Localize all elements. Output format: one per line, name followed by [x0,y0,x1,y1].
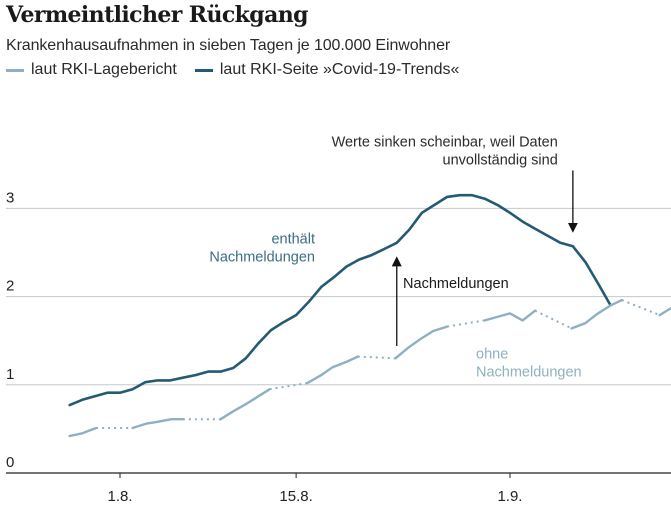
series-lagebericht-gap-segment [446,319,485,328]
legend-item-trends: laut RKI-Seite »Covid-19-Trends« [194,61,460,79]
series-lagebericht-segment [394,325,449,360]
chart-title: Vermeintlicher Rückgang [6,2,309,28]
chart-subtitle: Krankenhausaufnahmen in sieben Tagen je … [6,37,451,54]
legend-item-lagebericht: laut RKI-Lagebericht [6,61,177,79]
series-lagebericht-segment [68,426,98,438]
series-lagebericht-segment [570,298,624,330]
series-lagebericht-segment [131,418,185,430]
series-lagebericht-segment [219,388,271,421]
annotation-late-reports: Nachmeldungen [403,276,509,292]
annotation-drop-note: Werte sinken scheinbar, weil Daten unvoll… [332,135,558,169]
x-tick-label: 1.8. [107,488,132,505]
legend-label-lagebericht: laut RKI-Lagebericht [31,61,177,78]
series-lagebericht-segment [483,309,537,322]
legend-label-trends: laut RKI-Seite »Covid-19-Trends« [219,61,460,78]
y-tick-label: 2 [6,278,14,295]
series-lagebericht-gap-segment [357,355,396,360]
series-lagebericht-gap-segment [621,299,661,317]
annotation-without-late: ohne Nachmeldungen [476,346,582,380]
x-tick-label: 1.9. [497,488,522,505]
annotation-with-late: enthält Nachmeldungen [209,232,315,266]
x-tick-label: 15.8. [279,488,312,505]
series-lagebericht-segment [306,355,359,385]
series-lagebericht-gap-segment [269,382,308,391]
y-tick-label: 3 [6,189,14,206]
series-lagebericht-gap-segment [534,309,573,330]
series-covid-trends-line [68,193,612,407]
y-tick-label: 0 [6,454,14,471]
series-lagebericht-segment [658,306,671,317]
y-tick-label: 1 [6,366,14,383]
legend: laut RKI-Lagebericht laut RKI-Seite »Cov… [6,61,459,79]
legend-swatch-lagebericht [6,68,24,72]
legend-swatch-trends [194,68,213,72]
